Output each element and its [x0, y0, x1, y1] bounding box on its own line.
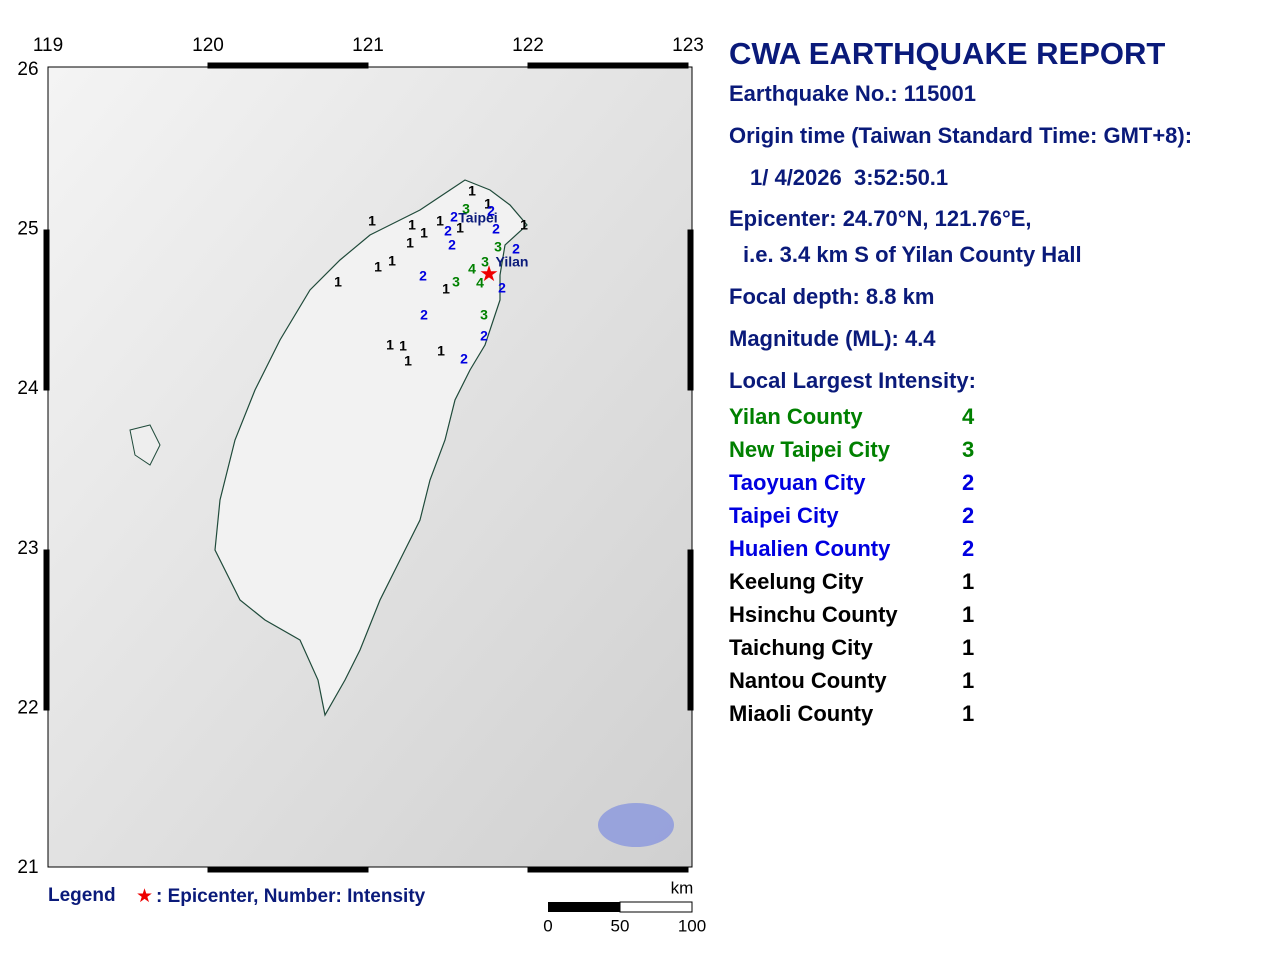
epicenter-star: ★: [479, 261, 499, 286]
lon-tick-label: 120: [192, 35, 224, 56]
lon-tick-label: 121: [352, 35, 384, 56]
intensity-label: 1: [388, 253, 396, 269]
region-intensity: 2: [962, 470, 974, 495]
region-intensity: 4: [962, 404, 975, 429]
map-frame: [43, 62, 694, 873]
intensity-label: 2: [487, 203, 495, 219]
intensity-label: 3: [452, 274, 460, 290]
intensity-label: 2: [492, 221, 500, 237]
intensity-label: 3: [480, 307, 488, 323]
scale-label: 100: [678, 916, 706, 935]
intensity-label: 4: [468, 261, 476, 277]
region-intensity: 2: [962, 536, 974, 561]
lat-tick-label: 21: [17, 857, 38, 878]
intensity-label: 2: [480, 328, 488, 344]
lat-tick-label: 26: [17, 59, 38, 80]
intensity-label: 1: [520, 217, 528, 233]
intensity-label: 2: [512, 241, 520, 257]
cwa-logo: [598, 803, 674, 847]
epicenter: Epicenter: 24.70°N, 121.76°E,: [729, 206, 1032, 231]
intensity-label: 1: [437, 343, 445, 359]
lon-tick-label: 123: [672, 35, 704, 56]
region-intensity: 1: [962, 701, 974, 726]
penghu-islands: [129, 424, 161, 466]
legend-title: Legend: [48, 885, 116, 906]
intensity-label: 1: [406, 235, 414, 251]
intensity-label: 1: [468, 183, 476, 199]
intensity-label: 3: [481, 254, 489, 270]
intensity-header: Local Largest Intensity:: [729, 368, 976, 393]
intensity-label: 1: [408, 217, 416, 233]
scale-label: 0: [543, 916, 552, 935]
region-name: Hualien County: [729, 536, 891, 561]
region-name: Nantou County: [729, 668, 887, 693]
region-name: Taichung City: [729, 635, 874, 660]
lat-tick-label: 23: [17, 538, 38, 559]
intensity-label: 3: [494, 239, 502, 255]
region-name: Yilan County: [729, 404, 863, 429]
intensity-label: 2: [419, 268, 427, 284]
intensity-label: 1: [420, 225, 428, 241]
region-intensity: 2: [962, 503, 974, 528]
intensity-label: 1: [368, 213, 376, 229]
region-intensity: 1: [962, 668, 974, 693]
intensity-label: 2: [448, 237, 456, 253]
intensity-label: 1: [456, 220, 464, 236]
intensity-label: 2: [450, 209, 458, 225]
lat-tick-label: 25: [17, 219, 38, 240]
scale-bar: [548, 902, 620, 912]
epicenter-note: i.e. 3.4 km S of Yilan County Hall: [743, 242, 1082, 267]
intensity-label: 1: [374, 259, 382, 275]
intensity-label: 2: [460, 351, 468, 367]
region-intensity: 1: [962, 569, 974, 594]
intensity-label: 2: [420, 307, 428, 323]
lon-tick-label: 119: [33, 35, 63, 56]
scale-label: 50: [611, 916, 630, 935]
region-intensity: 3: [962, 437, 974, 462]
legend-symbol: ★: [136, 886, 153, 907]
region-name: Taoyuan City: [729, 470, 866, 495]
intensity-label: 2: [444, 223, 452, 239]
lon-tick-label: 122: [512, 35, 544, 56]
region-intensity: 1: [962, 635, 974, 660]
region-intensity: 1: [962, 602, 974, 627]
legend-text: : Epicenter, Number: Intensity: [156, 886, 426, 907]
intensity-label: 1: [484, 196, 492, 212]
quake-number: Earthquake No.: 115001: [729, 81, 976, 106]
intensity-label: 1: [436, 213, 444, 229]
intensity-label: 4: [476, 275, 484, 291]
scale-bar: [619, 901, 693, 913]
intensity-label: 1: [404, 353, 412, 369]
origin-time: 1/ 4/2026 3:52:50.1: [750, 165, 948, 190]
place-label: Yilan: [496, 254, 529, 270]
taiwan-outline: [214, 179, 528, 717]
scale-unit: km: [671, 878, 694, 897]
intensity-label: 1: [386, 337, 394, 353]
region-name: Taipei City: [729, 503, 839, 528]
lat-tick-label: 22: [17, 697, 38, 718]
focal-depth: Focal depth: 8.8 km: [729, 284, 934, 309]
place-label: Taipei: [458, 210, 497, 226]
intensity-label: 3: [462, 201, 470, 217]
lat-tick-label: 24: [17, 378, 39, 399]
intensity-label: 2: [498, 280, 506, 296]
origin-label: Origin time (Taiwan Standard Time: GMT+8…: [729, 123, 1192, 148]
region-name: Miaoli County: [729, 701, 874, 726]
region-name: New Taipei City: [729, 437, 891, 462]
region-name: Keelung City: [729, 569, 864, 594]
region-name: Hsinchu County: [729, 602, 898, 627]
intensity-label: 1: [399, 338, 407, 354]
report-title: CWA EARTHQUAKE REPORT: [729, 36, 1165, 71]
report: CWA EARTHQUAKE REPORT Earthquake No.: 11…: [729, 36, 1192, 726]
intensity-label: 1: [442, 281, 450, 297]
magnitude: Magnitude (ML): 4.4: [729, 326, 936, 351]
intensity-label: 1: [334, 274, 342, 290]
